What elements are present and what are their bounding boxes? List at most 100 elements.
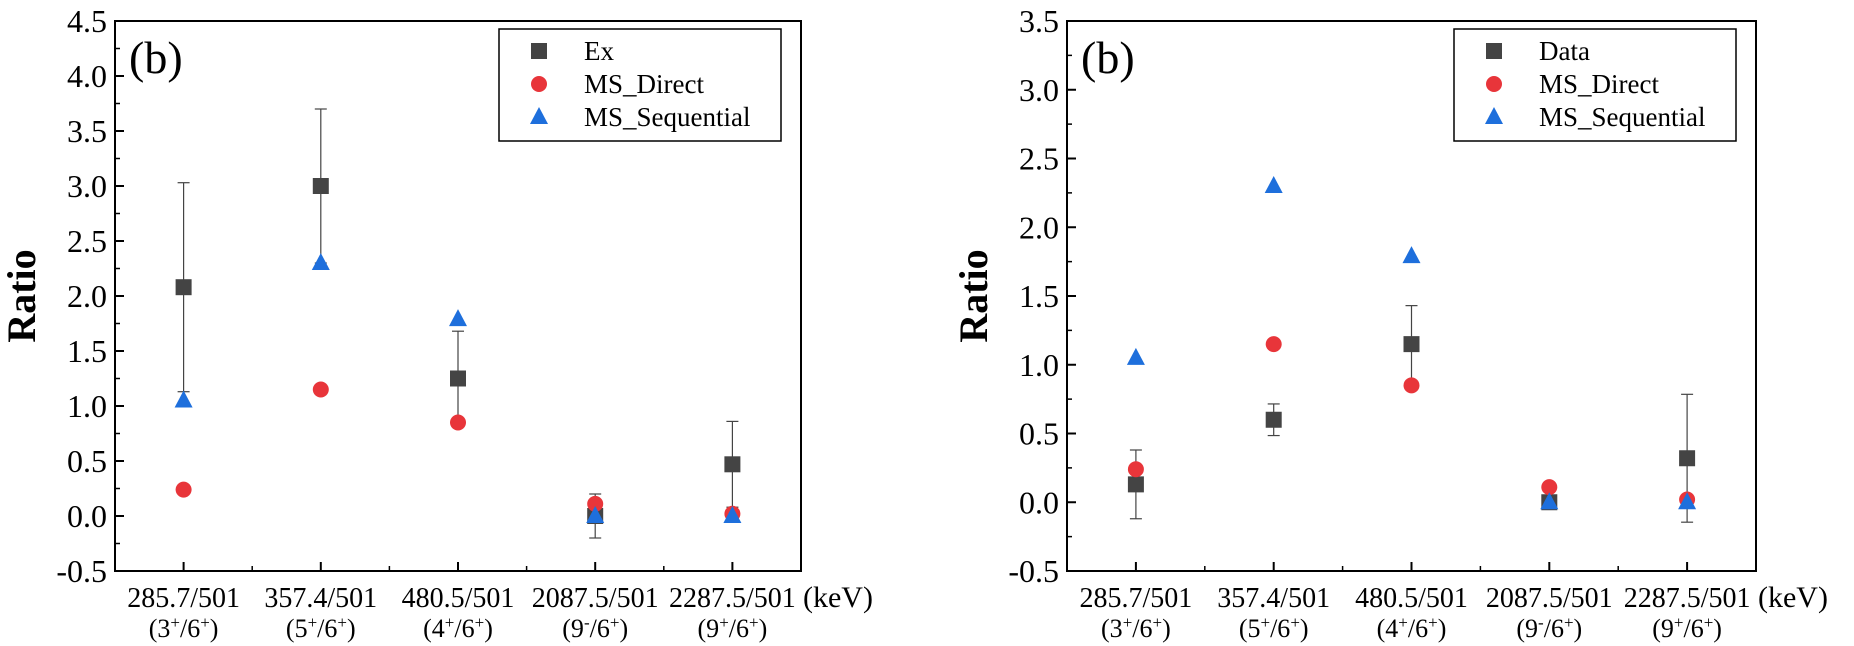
x-tick-spin-label: (3+/6+) bbox=[1101, 613, 1171, 644]
y-tick-label: -0.5 bbox=[56, 553, 107, 589]
data-point-triangle bbox=[1678, 492, 1697, 510]
parity-superscript: + bbox=[1704, 613, 1714, 632]
spin-text: ) bbox=[1574, 614, 1583, 643]
spin-text: ) bbox=[484, 614, 493, 643]
x-tick-spin-label: (9+/6+) bbox=[698, 613, 768, 644]
spin-text: (3 bbox=[1101, 614, 1123, 643]
parity-superscript: + bbox=[1564, 613, 1574, 632]
spin-text: /6 bbox=[454, 614, 474, 643]
parity-superscript: + bbox=[475, 613, 485, 632]
spin-text: ) bbox=[1162, 614, 1171, 643]
spin-text: (9 bbox=[1652, 614, 1674, 643]
y-tick-label: 2.0 bbox=[67, 278, 107, 314]
legend-label: MS_Direct bbox=[1539, 69, 1659, 99]
parity-superscript: + bbox=[1428, 613, 1438, 632]
legend-marker-square bbox=[1486, 43, 1502, 59]
parity-superscript: + bbox=[337, 613, 347, 632]
spin-text: /6 bbox=[1132, 614, 1152, 643]
data-point-square bbox=[1403, 336, 1420, 353]
data-point-square bbox=[175, 279, 192, 296]
y-tick-label: 3.5 bbox=[67, 113, 107, 149]
x-tick-spin-label: (9-/6+) bbox=[562, 613, 628, 644]
spin-text: (4 bbox=[423, 614, 445, 643]
data-point-circle bbox=[1403, 377, 1420, 394]
parity-superscript: - bbox=[584, 613, 590, 632]
data-point-circle bbox=[1265, 336, 1282, 353]
parity-superscript: + bbox=[1153, 613, 1163, 632]
legend-marker-triangle bbox=[1485, 107, 1503, 124]
legend-marker-square bbox=[531, 43, 547, 59]
y-tick-label: 2.0 bbox=[1019, 209, 1059, 245]
data-point-circle bbox=[587, 495, 604, 512]
spin-text: (3 bbox=[149, 614, 171, 643]
y-tick-label: 3.5 bbox=[1019, 3, 1059, 39]
y-tick-label: 1.5 bbox=[1019, 278, 1059, 314]
spin-text: (9 bbox=[562, 614, 584, 643]
spin-text: ) bbox=[759, 614, 768, 643]
data-point-triangle bbox=[1402, 246, 1421, 264]
parity-superscript: + bbox=[1398, 613, 1408, 632]
x-unit-label: (keV) bbox=[803, 581, 873, 614]
y-tick-label: 0.5 bbox=[1019, 416, 1059, 452]
y-tick-label: 0.0 bbox=[1019, 484, 1059, 520]
parity-superscript: + bbox=[308, 613, 318, 632]
spin-text: (4 bbox=[1377, 614, 1399, 643]
data-point-square bbox=[1265, 411, 1282, 428]
data-point-square bbox=[312, 178, 329, 194]
data-point-triangle bbox=[723, 506, 742, 523]
x-tick-spin-label: (4+/6+) bbox=[423, 613, 493, 644]
x-tick-spin-label: (5+/6+) bbox=[286, 613, 356, 644]
x-tick-spin-label: (3+/6+) bbox=[149, 613, 219, 644]
legend-marker-circle bbox=[531, 76, 547, 92]
x-tick-label: 480.5/501 bbox=[402, 583, 515, 614]
spin-text: /6 bbox=[1683, 614, 1703, 643]
x-tick-label: 2287.5/501 bbox=[1624, 583, 1751, 614]
parity-superscript: + bbox=[200, 613, 210, 632]
parity-superscript: + bbox=[1674, 613, 1684, 632]
spin-text: /6 bbox=[180, 614, 200, 643]
spin-text: ) bbox=[210, 614, 219, 643]
x-tick-label: 2087.5/501 bbox=[1486, 583, 1613, 614]
y-tick-label: -0.5 bbox=[1008, 553, 1059, 589]
panel-label: (b) bbox=[1081, 32, 1135, 83]
parity-superscript: + bbox=[1260, 613, 1270, 632]
x-tick-spin-label: (5+/6+) bbox=[1239, 613, 1309, 644]
data-point-circle bbox=[450, 414, 466, 431]
data-point-triangle bbox=[311, 253, 330, 270]
spin-text: (5 bbox=[286, 614, 308, 643]
y-tick-label: 3.0 bbox=[1019, 72, 1059, 108]
data-point-triangle bbox=[1264, 176, 1283, 193]
x-tick-spin-label: (4+/6+) bbox=[1377, 613, 1447, 644]
x-tick-spin-label: (9-/6+) bbox=[1516, 613, 1582, 644]
data-point-circle bbox=[175, 481, 192, 498]
spin-text: (9 bbox=[1516, 614, 1538, 643]
x-tick-label: 285.7/501 bbox=[1080, 583, 1193, 614]
y-tick-label: 1.0 bbox=[1019, 347, 1059, 383]
parity-superscript: + bbox=[170, 613, 180, 632]
data-point-triangle bbox=[586, 506, 605, 523]
data-point-square bbox=[724, 456, 741, 473]
y-tick-label: 1.0 bbox=[67, 388, 107, 424]
spin-text: ) bbox=[347, 614, 356, 643]
x-tick-label: 2087.5/501 bbox=[532, 583, 659, 614]
spin-text: /6 bbox=[1270, 614, 1290, 643]
panel-label: (b) bbox=[129, 32, 183, 83]
spin-text: ) bbox=[1713, 614, 1722, 643]
legend-label: Data bbox=[1539, 36, 1590, 66]
x-tick-label: 285.7/501 bbox=[127, 583, 240, 614]
data-point-square bbox=[1679, 450, 1696, 467]
spin-text: (9 bbox=[698, 614, 720, 643]
parity-superscript: - bbox=[1538, 613, 1544, 632]
data-point-circle bbox=[1541, 479, 1558, 496]
legend-label: MS_Sequential bbox=[584, 102, 751, 132]
legend-label: Ex bbox=[584, 36, 614, 66]
legend-label: MS_Sequential bbox=[1539, 102, 1706, 132]
parity-superscript: + bbox=[610, 613, 620, 632]
spin-text: ) bbox=[619, 614, 628, 643]
data-point-triangle bbox=[1540, 492, 1559, 510]
x-tick-label: 2287.5/501 bbox=[669, 583, 796, 614]
legend-marker-circle bbox=[1486, 76, 1502, 92]
